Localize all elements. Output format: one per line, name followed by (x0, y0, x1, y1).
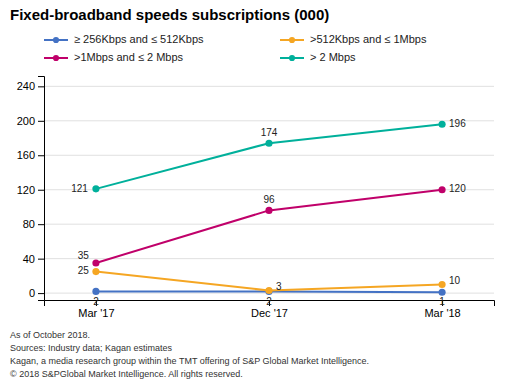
data-label: 2 (93, 296, 99, 307)
point (92, 259, 99, 266)
legend-marker (53, 55, 59, 61)
series (92, 186, 445, 266)
footnote: © 2018 S&PGlobal Market Intelligence. Al… (10, 369, 243, 379)
chart: Fixed-broadband speeds subscriptions (00… (0, 0, 514, 391)
legend-label: > 2 Mbps (310, 51, 356, 63)
y-tick: 80 (23, 218, 44, 230)
y-tick-mark (38, 293, 44, 294)
y-tick-label: 40 (23, 253, 35, 265)
y-tick: 240 (17, 80, 44, 92)
data-label: 35 (78, 250, 90, 261)
point (439, 281, 446, 288)
y-tick: 160 (17, 149, 44, 161)
point (265, 207, 272, 214)
point (439, 289, 446, 296)
y-tick-label: 80 (23, 218, 35, 230)
point (92, 268, 99, 275)
point (92, 288, 99, 295)
data-label: 120 (449, 183, 466, 194)
x-tick-label: Dec '17 (251, 307, 288, 319)
legend-marker (53, 37, 59, 43)
grid-line (44, 86, 494, 87)
x-tick-label: Mar '18 (424, 307, 460, 319)
footnote: Kagan, a media research group within the… (10, 356, 369, 366)
grid-line (44, 224, 494, 225)
y-tick-label: 200 (17, 115, 35, 127)
legend: ≥ 256Kbps and ≤ 512Kbps >512Kbps and ≤ 1M… (44, 33, 427, 63)
y-tick-label: 120 (17, 184, 35, 196)
x-tick-label: Mar '17 (78, 307, 114, 319)
y-tick-label: 240 (17, 80, 35, 92)
y-tick-mark (38, 190, 44, 191)
legend-marker (289, 37, 295, 43)
data-label: 196 (449, 118, 466, 129)
y-tick: 40 (23, 253, 44, 265)
plot-area (92, 121, 445, 296)
footnote: Sources: Industry data; Kagan estimates (10, 343, 173, 353)
grid-line (44, 120, 494, 121)
series-line (96, 124, 442, 189)
footnotes: As of October 2018. Sources: Industry dat… (10, 330, 369, 379)
legend-label: >1Mbps and ≤ 2 Mbps (74, 51, 184, 63)
y-tick-mark (38, 259, 44, 260)
series-line (96, 190, 442, 263)
point (265, 288, 272, 295)
legend-item: ≥ 256Kbps and ≤ 512Kbps (44, 33, 204, 45)
y-tick: 200 (17, 115, 44, 127)
point (439, 121, 446, 128)
y-tick-label: 160 (17, 149, 35, 161)
y-axis: 0 40 80 120 160 200 240 (17, 77, 45, 301)
y-tick-label: 0 (29, 287, 35, 299)
y-tick-mark (38, 155, 44, 156)
data-label: 3 (276, 281, 282, 292)
legend-item: >1Mbps and ≤ 2 Mbps (44, 51, 184, 63)
y-tick: 120 (17, 184, 44, 196)
legend-marker (289, 55, 295, 61)
y-tick-mark (38, 121, 44, 122)
data-label: 121 (71, 183, 88, 194)
grid-line (44, 155, 494, 156)
footnote: As of October 2018. (10, 330, 90, 340)
y-tick-mark (38, 224, 44, 225)
point (92, 185, 99, 192)
legend-label: ≥ 256Kbps and ≤ 512Kbps (74, 33, 204, 45)
grid-line (44, 189, 494, 190)
legend-item: >512Kbps and ≤ 1Mbps (280, 33, 427, 45)
series (92, 268, 445, 294)
data-label: 1 (439, 296, 445, 307)
data-labels: 2 2 1 25 3 10 35 96 120 121 174 196 (71, 118, 466, 308)
series (92, 121, 445, 193)
y-tick-mark (38, 86, 44, 87)
point (265, 140, 272, 147)
data-label: 10 (449, 275, 461, 286)
data-label: 2 (266, 296, 272, 307)
data-label: 25 (78, 265, 90, 276)
y-tick: 0 (29, 287, 44, 299)
y-axis-line (38, 77, 45, 301)
point (439, 186, 446, 193)
data-label: 174 (261, 127, 278, 138)
legend-item: > 2 Mbps (280, 51, 356, 63)
legend-label: >512Kbps and ≤ 1Mbps (310, 33, 427, 45)
data-label: 96 (263, 194, 275, 205)
grid (44, 86, 494, 293)
title: Fixed-broadband speeds subscriptions (00… (10, 6, 329, 23)
point (265, 287, 272, 294)
